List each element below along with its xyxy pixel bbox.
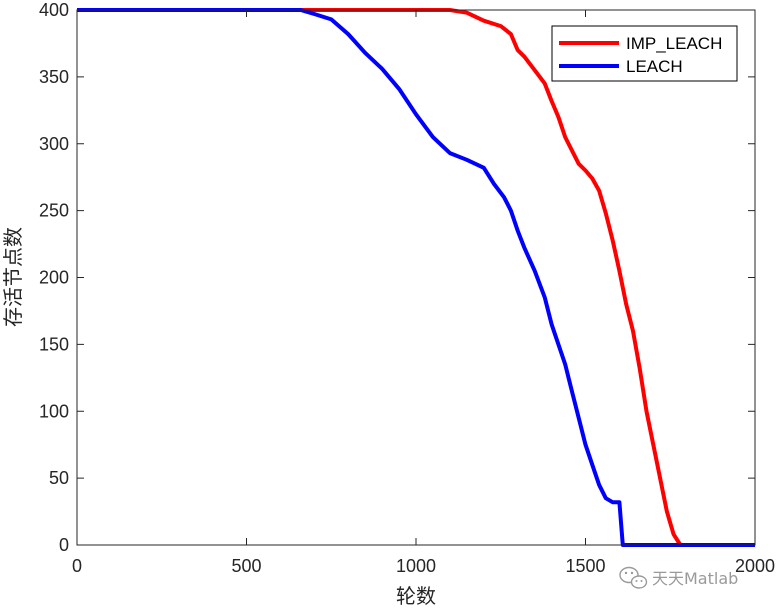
y-tick-labels: 0 50 100 150 200 250 300 350 400 [39, 0, 69, 555]
y-tick-label: 150 [39, 334, 69, 354]
y-tick-label: 50 [49, 468, 69, 488]
wechat-logo-icon [619, 566, 648, 589]
y-tick-label: 400 [39, 0, 69, 20]
legend-box [551, 25, 738, 82]
x-tick-label: 2000 [735, 556, 775, 576]
y-tick-label: 300 [39, 134, 69, 154]
watermark: 天天Matlab [619, 566, 738, 589]
x-tick-labels: 0 500 1000 1500 2000 [72, 556, 775, 576]
x-tick-label: 1000 [396, 556, 436, 576]
legend-label-imp-leach: IMP_LEACH [626, 34, 722, 53]
legend: IMP_LEACH LEACH [551, 25, 738, 82]
series-line-leach [77, 8, 755, 547]
x-axis-title: 轮数 [396, 584, 436, 608]
y-tick-label: 350 [39, 67, 69, 87]
watermark-text: 天天Matlab [652, 569, 738, 588]
y-tick-label: 100 [39, 401, 69, 421]
series-layer [77, 8, 755, 547]
ticks-layer [76, 9, 756, 546]
plot-area [77, 10, 755, 545]
x-tick-label: 1500 [565, 556, 605, 576]
legend-label-leach: LEACH [626, 57, 683, 76]
y-axis-title: 存活节点数 [1, 227, 25, 327]
x-tick-label: 500 [231, 556, 261, 576]
series-line-imp-leach [77, 8, 755, 547]
y-tick-label: 0 [59, 535, 69, 555]
y-tick-label: 200 [39, 268, 69, 288]
y-tick-label: 250 [39, 201, 69, 221]
x-tick-label: 0 [72, 556, 82, 576]
